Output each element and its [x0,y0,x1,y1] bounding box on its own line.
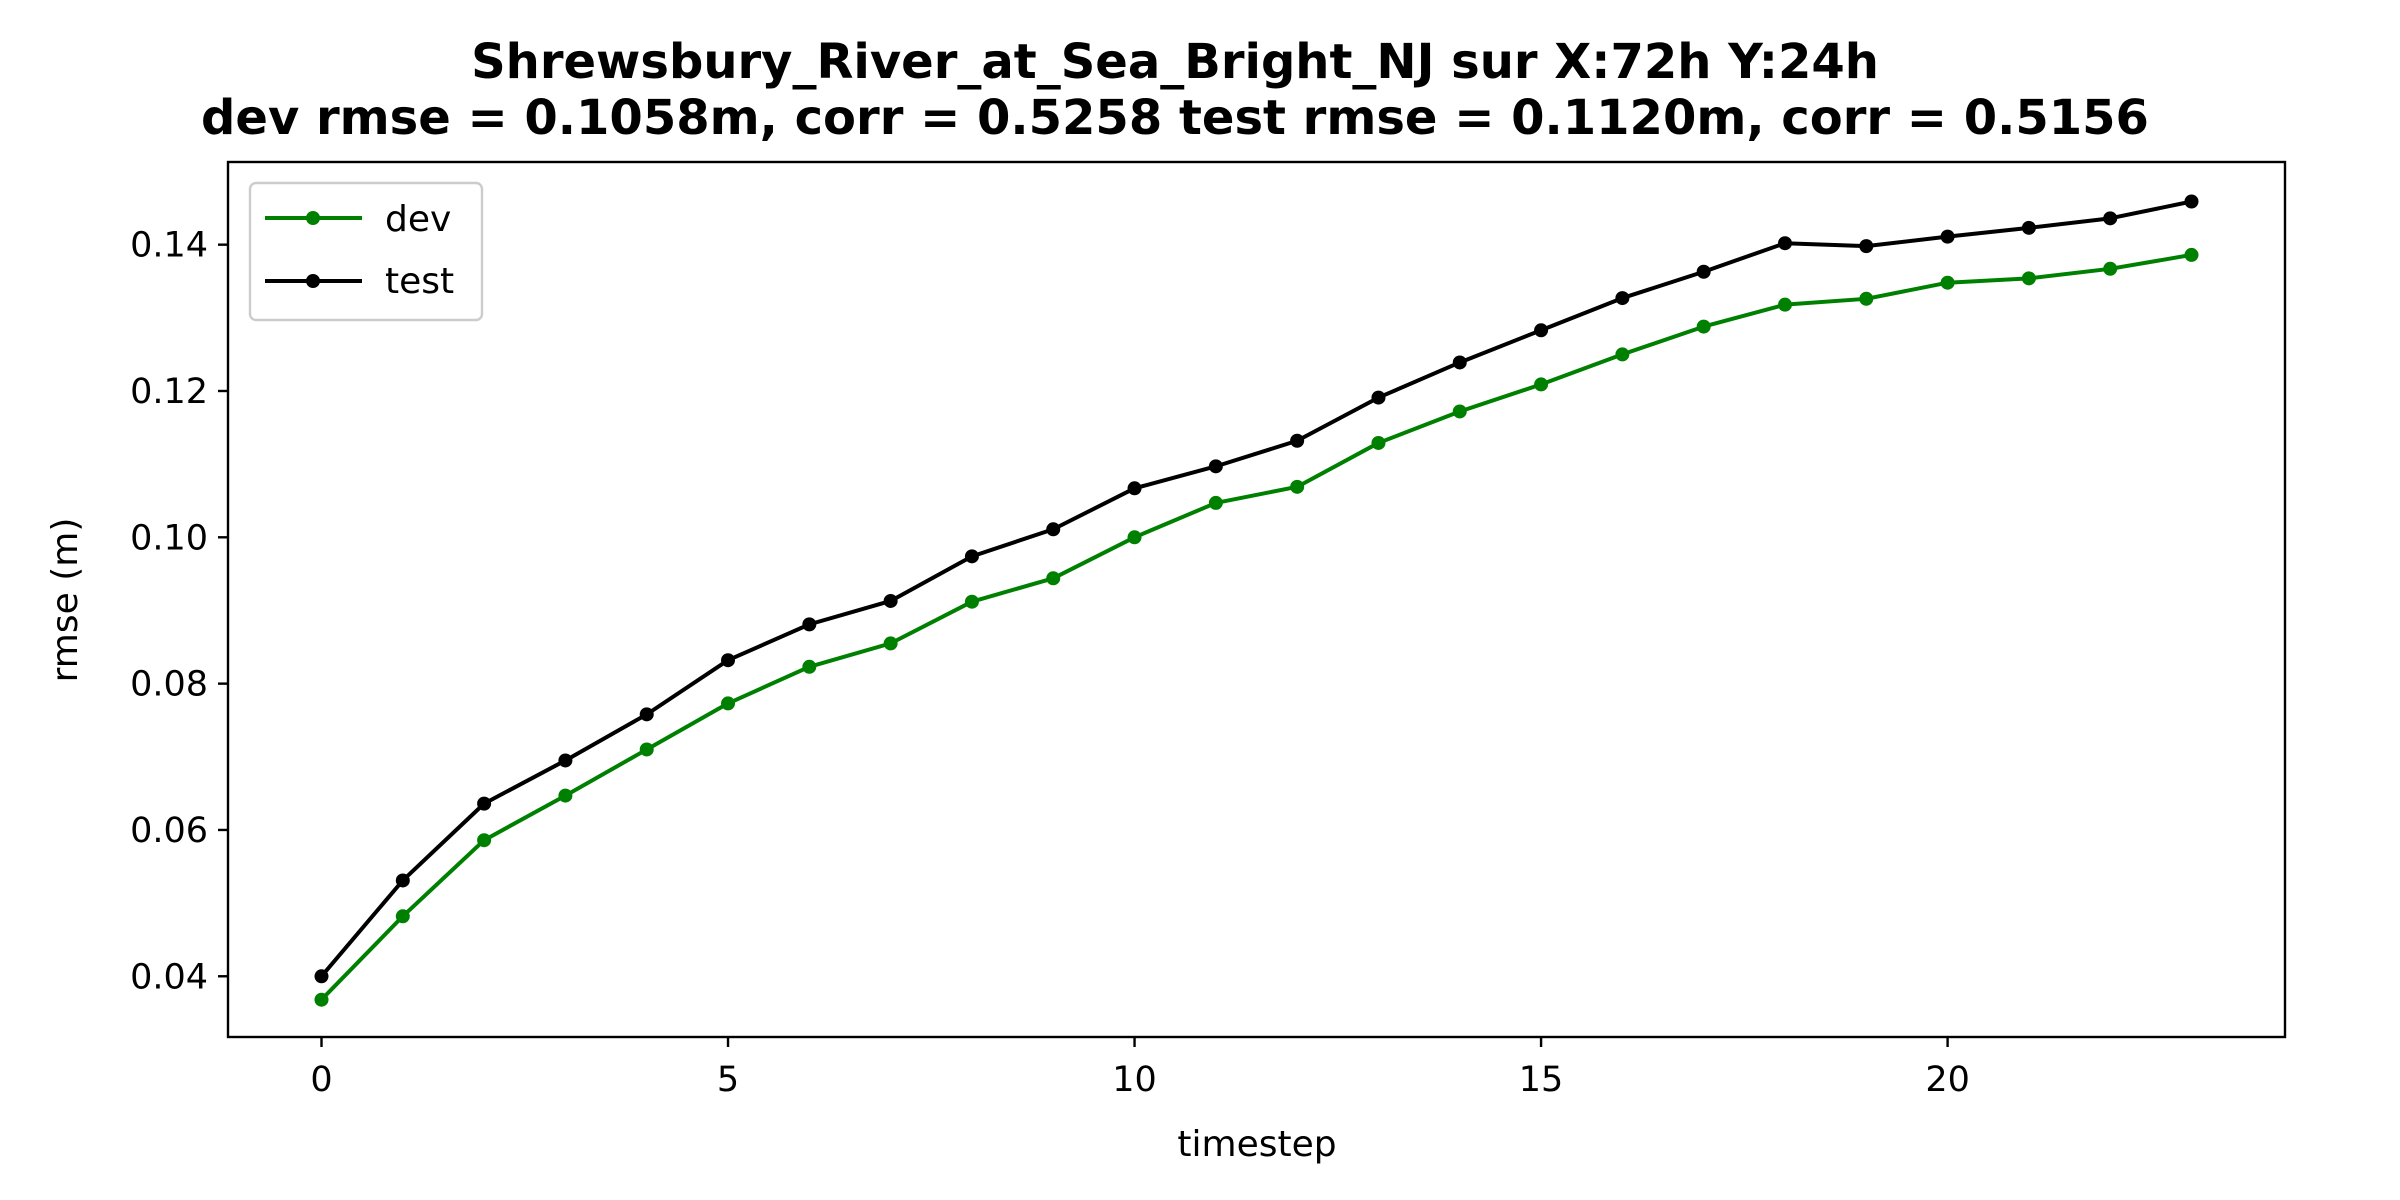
chart-title-line-2: dev rmse = 0.1058m, corr = 0.5258 test r… [201,90,2149,146]
data-point-test-7 [883,593,898,608]
legend-marker-dev [306,211,320,225]
data-point-dev-8 [964,594,979,609]
data-point-dev-16 [1615,347,1630,362]
series-line-test [318,199,2194,980]
data-point-dev-2 [477,833,492,848]
series-layer [314,194,2199,1007]
data-point-dev-1 [395,909,410,924]
chart-title-line-1: Shrewsbury_River_at_Sea_Bright_NJ sur X:… [471,34,1879,90]
data-point-dev-6 [802,659,817,674]
legend-marker-test [306,274,320,288]
data-point-dev-12 [1290,479,1305,494]
data-point-test-17 [1696,264,1711,279]
data-point-test-14 [1452,355,1467,370]
data-point-dev-10 [1127,530,1142,545]
data-point-test-6 [802,617,817,632]
data-point-dev-23 [2184,247,2199,262]
x-tick-label: 10 [1112,1060,1157,1100]
data-point-test-10 [1127,481,1142,496]
legend-label-dev: dev [385,199,451,240]
legend-label-test: test [385,261,454,302]
y-tick-label: 0.12 [130,372,208,412]
y-tick-label: 0.14 [130,226,208,266]
data-point-test-15 [1534,323,1549,338]
y-tick-label: 0.04 [130,957,208,997]
y-axis-ticks: 0.04 0.06 0.08 0.10 0.12 0.14 [130,226,228,997]
plot-area-frame [226,160,2287,1039]
data-point-test-3 [558,753,573,768]
data-point-test-8 [964,549,979,564]
y-tick-label: 0.10 [130,518,208,558]
data-point-dev-9 [1046,571,1061,586]
y-tick-label: 0.06 [130,811,208,851]
x-axis-ticks: 0 5 10 15 20 [310,1037,1970,1100]
data-point-dev-19 [1859,291,1874,306]
data-point-test-13 [1371,390,1386,405]
data-point-test-21 [2021,220,2036,235]
y-axis-label: rmse (m) [45,518,86,683]
data-point-test-2 [477,796,492,811]
data-point-dev-4 [639,742,654,757]
data-point-dev-18 [1777,297,1792,312]
y-tick-label: 0.08 [130,665,208,705]
data-point-test-22 [2103,211,2118,226]
data-point-test-16 [1615,291,1630,306]
data-point-test-19 [1859,239,1874,254]
data-point-dev-7 [883,636,898,651]
data-point-test-23 [2184,194,2199,209]
data-point-test-0 [314,969,329,984]
data-point-test-12 [1290,433,1305,448]
x-tick-label: 0 [310,1060,332,1100]
data-point-dev-13 [1371,435,1386,450]
data-point-test-20 [1940,229,1955,244]
series-line-dev [318,252,2194,1003]
x-tick-label: 15 [1519,1060,1564,1100]
x-tick-label: 20 [1925,1060,1970,1100]
data-point-dev-11 [1208,495,1223,510]
data-point-test-5 [721,653,736,668]
data-point-dev-21 [2021,271,2036,286]
data-point-dev-5 [721,696,736,711]
data-point-dev-15 [1534,377,1549,392]
data-point-dev-20 [1940,275,1955,290]
x-tick-label: 5 [717,1060,739,1100]
data-point-dev-17 [1696,319,1711,334]
x-axis-label: timestep [1177,1124,1336,1165]
data-point-test-11 [1208,459,1223,474]
data-point-dev-3 [558,788,573,803]
data-point-test-4 [639,707,654,722]
legend: dev test [248,181,484,322]
data-point-dev-0 [314,992,329,1007]
data-point-test-18 [1777,236,1792,251]
data-point-test-1 [395,873,410,888]
data-point-dev-14 [1452,404,1467,419]
data-point-test-9 [1046,522,1061,537]
data-point-dev-22 [2103,261,2118,276]
